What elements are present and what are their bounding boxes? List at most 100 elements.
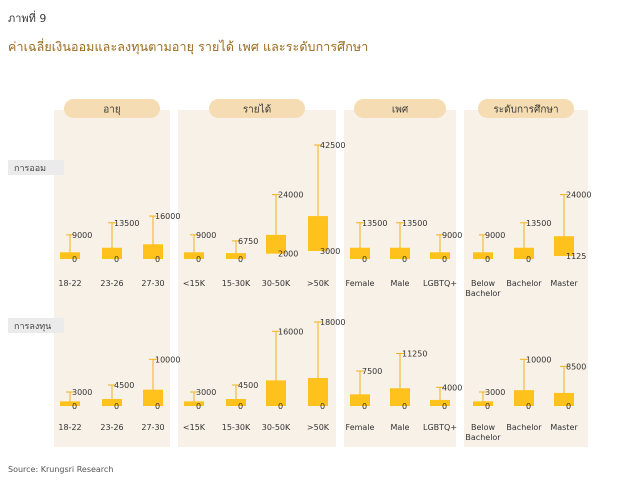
box (350, 247, 370, 259)
row-0-label: การออม (14, 164, 46, 174)
box (430, 399, 450, 406)
min-label: 0 (442, 255, 447, 264)
max-label: 6750 (238, 237, 258, 246)
panel-0-header (64, 99, 160, 118)
box (473, 401, 493, 406)
max-label: 9000 (72, 231, 92, 240)
min-label: 0 (566, 402, 571, 411)
box (554, 236, 574, 256)
tick-label: Male (391, 423, 410, 432)
box (226, 253, 246, 259)
box (102, 399, 122, 406)
box (308, 378, 328, 406)
max-label: 13500 (402, 219, 427, 228)
box (266, 234, 286, 254)
min-label: 0 (526, 402, 531, 411)
box (60, 401, 80, 406)
min-label: 0 (278, 402, 283, 411)
tick-label: Male (391, 279, 410, 288)
box (430, 252, 450, 259)
chart-title: ค่าเฉลี่ยเงินออมและลงทุนตามอายุ รายได้ เ… (8, 39, 369, 54)
min-label: 0 (485, 255, 490, 264)
box (143, 389, 163, 406)
box (184, 252, 204, 259)
max-label: 7500 (362, 367, 382, 376)
row-1-label-bg (8, 318, 64, 333)
tick-label: LGBTQ+ (423, 279, 457, 288)
box (60, 252, 80, 259)
max-label: 16000 (278, 327, 303, 336)
max-label: 3000 (72, 388, 92, 397)
max-label: 9000 (485, 231, 505, 240)
box (554, 392, 574, 406)
min-label: 2000 (278, 250, 298, 259)
box (473, 252, 493, 259)
tick-label: 30-50K (262, 423, 291, 432)
max-label: 9000 (196, 231, 216, 240)
max-label: 8500 (566, 362, 586, 371)
tick-label: 23-26 (100, 423, 123, 432)
tick-label: 18-22 (58, 423, 81, 432)
max-label: 24000 (566, 191, 591, 200)
min-label: 0 (442, 402, 447, 411)
box (514, 247, 534, 259)
tick-label: 27-30 (141, 279, 164, 288)
tick-label: >50K (307, 279, 330, 288)
tick-label: 27-30 (141, 423, 164, 432)
box (184, 401, 204, 406)
min-label: 0 (362, 402, 367, 411)
tick-label: 15-30K (222, 279, 251, 288)
panel-2-header (354, 99, 446, 118)
box (514, 390, 534, 406)
tick-label: Bachelor (465, 289, 501, 298)
max-label: 24000 (278, 191, 303, 200)
min-label: 0 (155, 255, 160, 264)
min-label: 1125 (566, 252, 586, 261)
tick-label: Master (550, 279, 578, 288)
min-label: 3000 (320, 247, 340, 256)
min-label: 0 (238, 402, 243, 411)
tick-label: >50K (307, 423, 330, 432)
min-label: 0 (238, 255, 243, 264)
max-label: 3000 (196, 388, 216, 397)
box (390, 247, 410, 259)
min-label: 0 (72, 402, 77, 411)
tick-label: 15-30K (222, 423, 251, 432)
min-label: 0 (114, 402, 119, 411)
min-label: 0 (72, 255, 77, 264)
box (143, 244, 163, 259)
min-label: 0 (155, 402, 160, 411)
figure-label: ภาพที่ 9 (8, 12, 47, 25)
source-note: Source: Krungsri Research (8, 465, 114, 474)
panel-3-header-label: ระดับการศึกษา (493, 104, 558, 116)
tick-label: Female (346, 279, 375, 288)
max-label: 4000 (442, 383, 462, 392)
tick-label: Below (471, 423, 496, 432)
box (390, 388, 410, 406)
box (266, 380, 286, 406)
panel-1-header-label: รายได้ (243, 104, 271, 116)
tick-label: 18-22 (58, 279, 81, 288)
box (308, 216, 328, 251)
max-label: 11250 (402, 350, 427, 359)
max-label: 42500 (320, 141, 345, 150)
panel-2-header-label: เพศ (392, 105, 409, 116)
min-label: 0 (196, 255, 201, 264)
box (102, 247, 122, 259)
tick-label: Female (346, 423, 375, 432)
max-label: 13500 (362, 219, 387, 228)
min-label: 0 (362, 255, 367, 264)
min-label: 0 (196, 402, 201, 411)
max-label: 13500 (526, 219, 551, 228)
tick-label: Bachelor (465, 433, 501, 442)
panel-0-header-label: อายุ (103, 105, 120, 116)
tick-label: 30-50K (262, 279, 291, 288)
tick-label: Below (471, 279, 496, 288)
max-label: 10000 (526, 355, 551, 364)
tick-label: <15K (183, 279, 206, 288)
max-label: 18000 (320, 318, 345, 327)
tick-label: 23-26 (100, 279, 123, 288)
row-1-label: การลงทุน (14, 322, 51, 332)
